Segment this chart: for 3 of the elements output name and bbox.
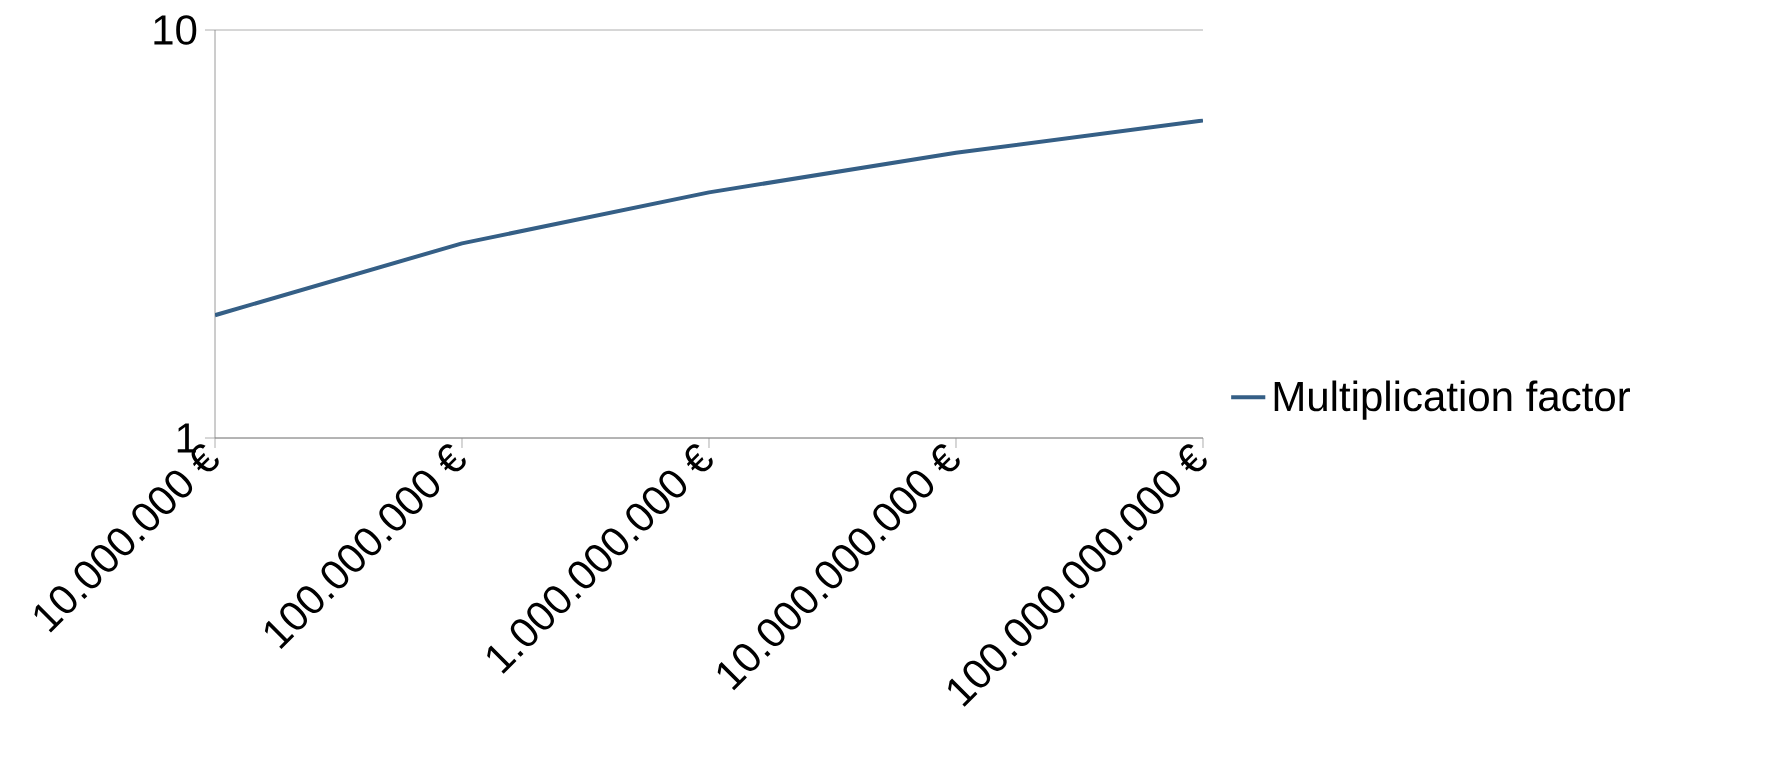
line-series	[215, 118, 1203, 318]
y-tick-label: 10	[154, 15, 197, 45]
legend-label: Multiplication factor	[1274, 380, 1630, 420]
